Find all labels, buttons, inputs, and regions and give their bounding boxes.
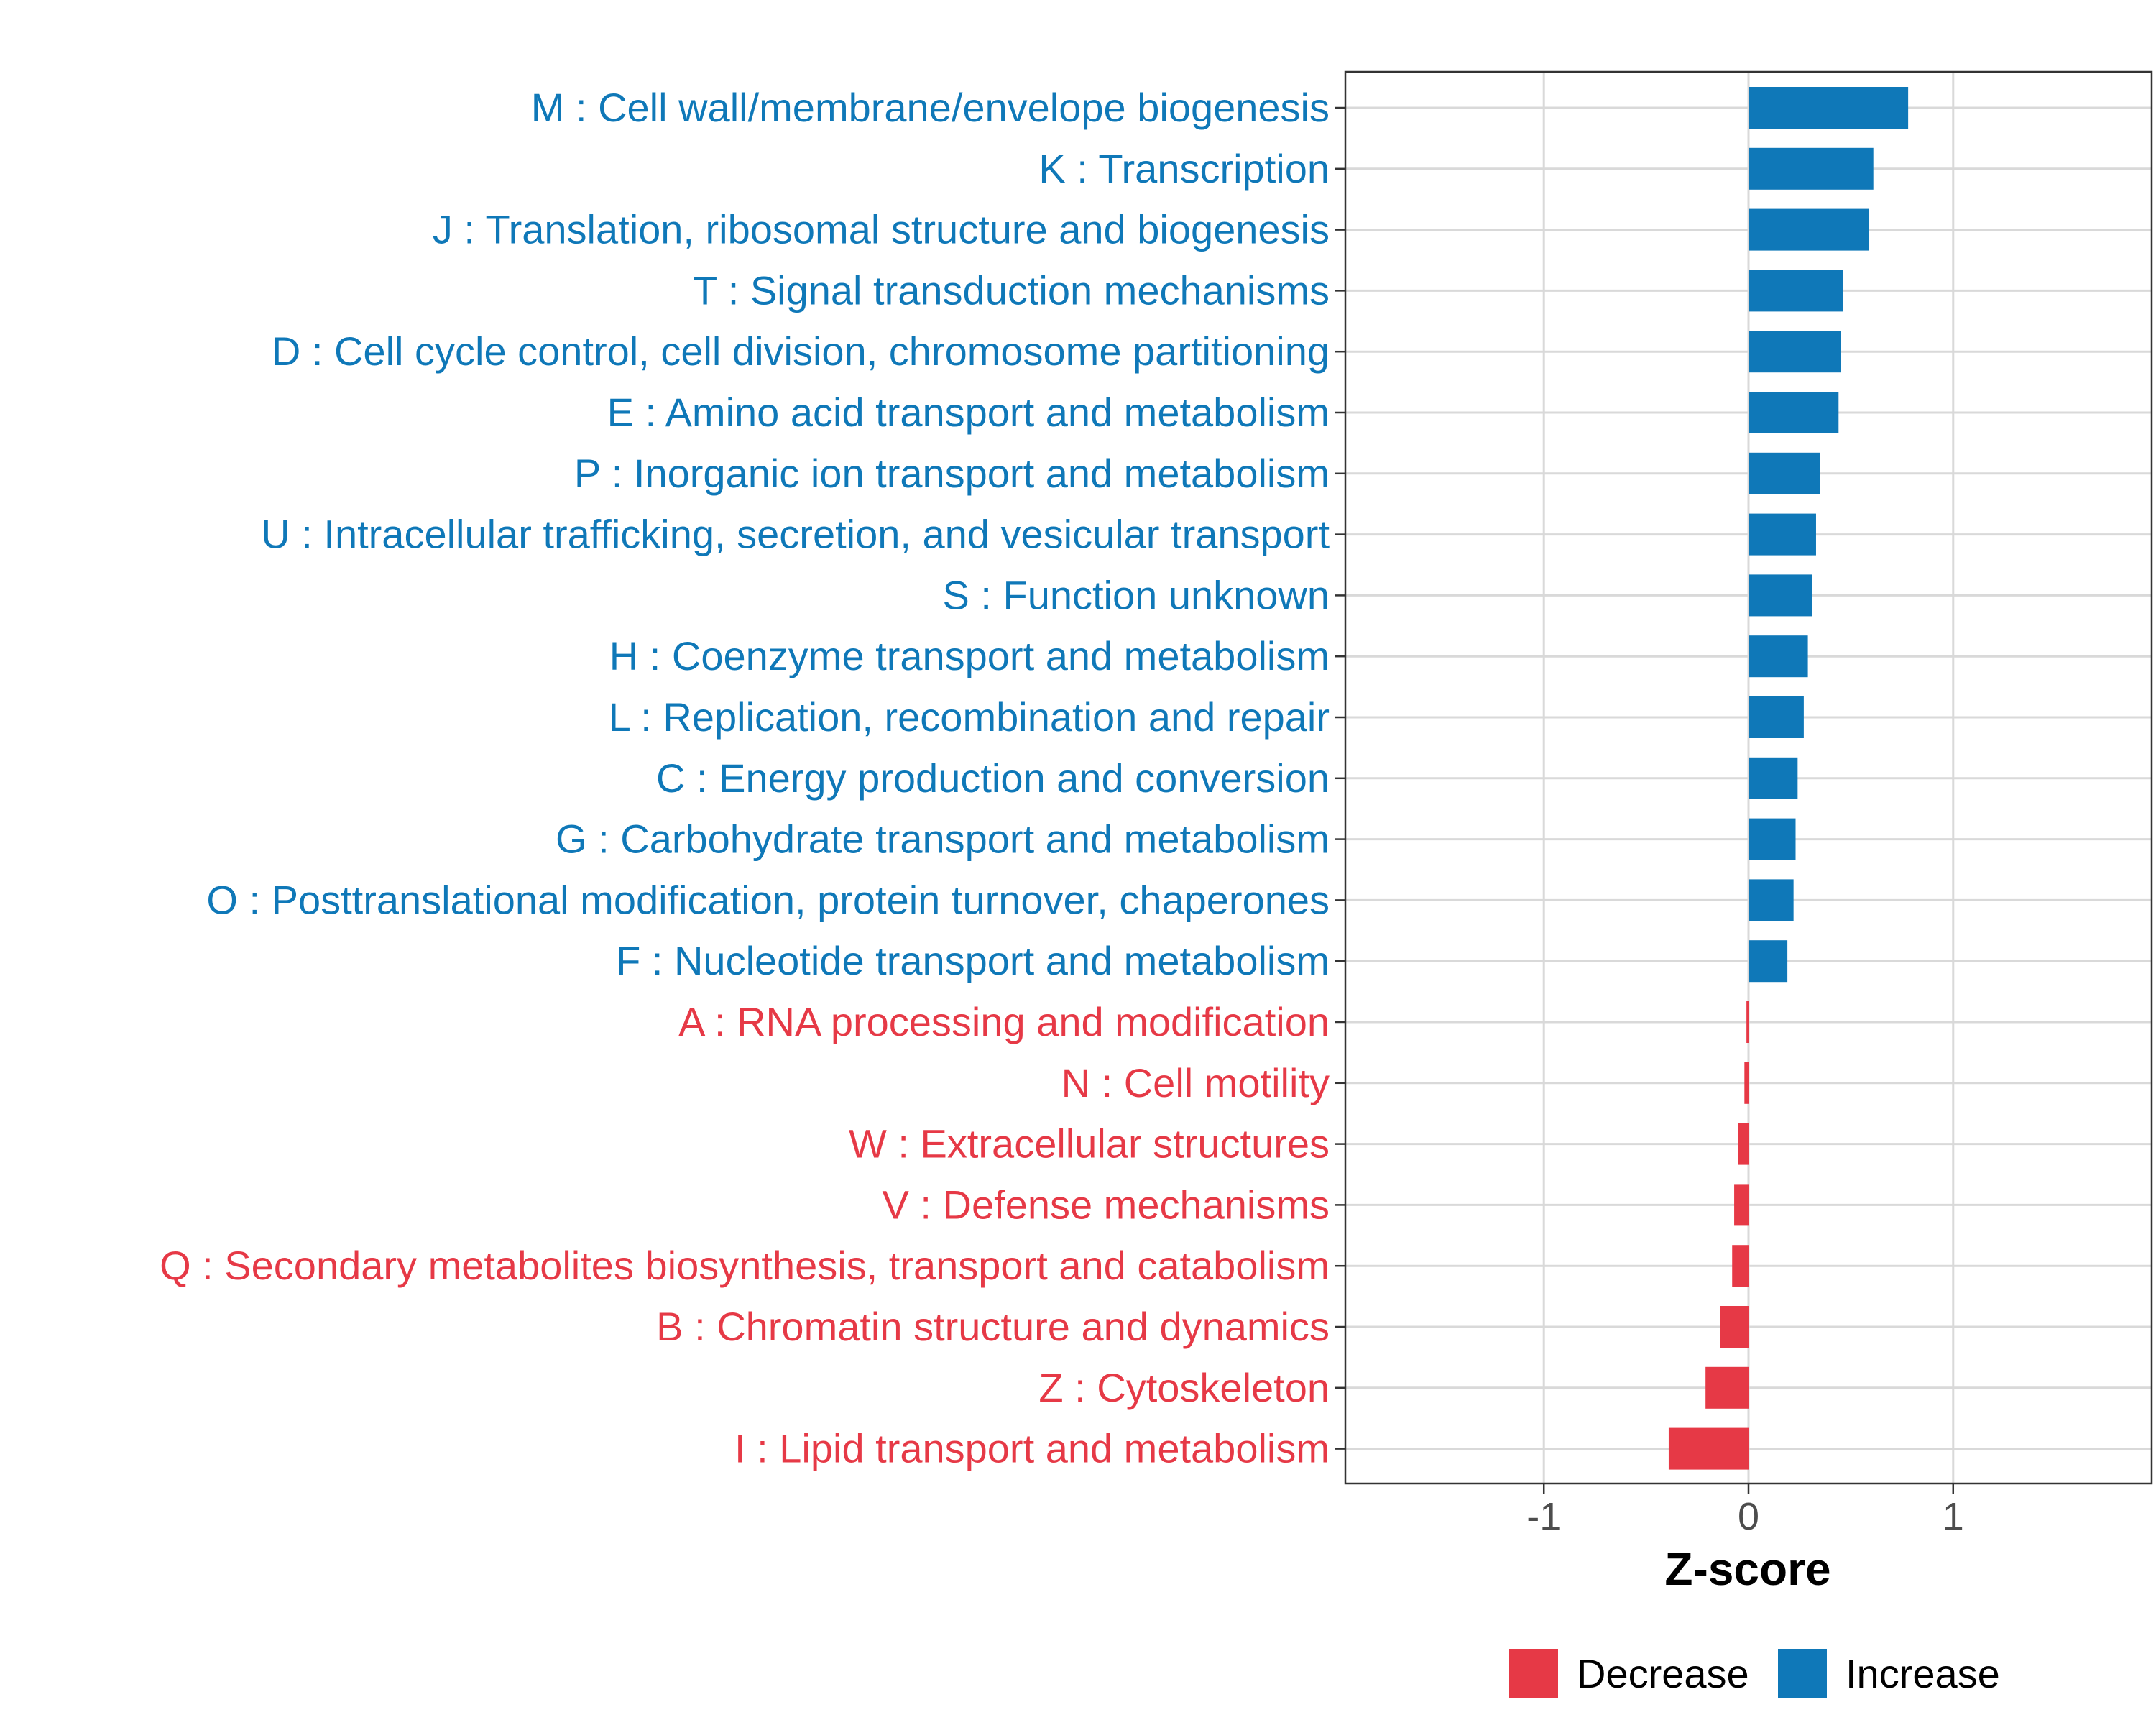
y-tick-label: U : Intracellular trafficking, secretion… xyxy=(261,512,1330,557)
y-tick-label: Z : Cytoskeleton xyxy=(1038,1365,1330,1410)
bar xyxy=(1749,940,1788,983)
y-tick-label: G : Carbohydrate transport and metabolis… xyxy=(556,816,1330,862)
bar xyxy=(1749,818,1796,860)
legend: Decrease Increase xyxy=(1509,1649,2000,1698)
y-axis: M : Cell wall/membrane/envelope biogenes… xyxy=(160,85,1345,1471)
bar xyxy=(1705,1366,1749,1409)
y-tick-label: Q : Secondary metabolites biosynthesis, … xyxy=(160,1243,1330,1288)
x-axis-title: Z-score xyxy=(1664,1543,1830,1595)
bar xyxy=(1749,757,1798,799)
y-tick-label: H : Coenzyme transport and metabolism xyxy=(609,633,1330,678)
y-tick-label: I : Lipid transport and metabolism xyxy=(734,1426,1330,1471)
x-tick-label: 1 xyxy=(1943,1495,1964,1538)
x-axis: -1 0 1 xyxy=(1526,1484,1964,1538)
y-tick-label: V : Defense mechanisms xyxy=(883,1182,1330,1227)
bar xyxy=(1734,1184,1749,1226)
bar xyxy=(1749,696,1804,738)
bar xyxy=(1746,1001,1749,1043)
x-tick-label: 0 xyxy=(1738,1495,1759,1538)
bar xyxy=(1749,452,1820,494)
y-tick-label: F : Nucleotide transport and metabolism xyxy=(616,938,1330,983)
bar xyxy=(1749,635,1808,678)
y-tick-label: P : Inorganic ion transport and metaboli… xyxy=(574,451,1330,496)
y-tick-label: T : Signal transduction mechanisms xyxy=(693,267,1330,313)
y-tick-label: E : Amino acid transport and metabolism xyxy=(607,390,1330,435)
bars-layer xyxy=(1668,87,1909,1470)
legend-label: Decrease xyxy=(1577,1651,1749,1696)
y-tick-label: O : Posttranslational modification, prot… xyxy=(206,877,1330,922)
x-tick-label: -1 xyxy=(1526,1495,1561,1538)
legend-swatch xyxy=(1778,1649,1827,1698)
bar xyxy=(1744,1062,1749,1104)
bar xyxy=(1749,208,1870,251)
y-tick-label: K : Transcription xyxy=(1038,146,1330,191)
bar xyxy=(1749,147,1874,190)
y-tick-label: D : Cell cycle control, cell division, c… xyxy=(272,328,1330,374)
y-tick-label: S : Function unknown xyxy=(942,572,1330,617)
legend-label: Increase xyxy=(1846,1651,2000,1696)
bar xyxy=(1749,331,1841,373)
y-tick-label: M : Cell wall/membrane/envelope biogenes… xyxy=(531,85,1330,130)
bar xyxy=(1732,1245,1749,1287)
bar xyxy=(1749,392,1839,433)
bar xyxy=(1749,574,1812,617)
legend-swatch xyxy=(1509,1649,1558,1698)
y-tick-label: B : Chromatin structure and dynamics xyxy=(656,1304,1330,1349)
bar xyxy=(1749,87,1909,129)
y-tick-label: L : Replication, recombination and repai… xyxy=(609,694,1330,740)
y-tick-label: W : Extracellular structures xyxy=(849,1121,1330,1167)
bar xyxy=(1738,1123,1749,1165)
bar xyxy=(1749,513,1816,556)
y-tick-label: A : RNA processing and modification xyxy=(678,999,1330,1044)
bar xyxy=(1749,270,1843,312)
y-tick-label: N : Cell motility xyxy=(1061,1060,1330,1105)
bar xyxy=(1668,1427,1749,1470)
bar xyxy=(1720,1306,1749,1348)
bar xyxy=(1749,879,1794,921)
y-tick-label: J : Translation, ribosomal structure and… xyxy=(433,207,1330,252)
y-tick-label: C : Energy production and conversion xyxy=(656,755,1330,801)
